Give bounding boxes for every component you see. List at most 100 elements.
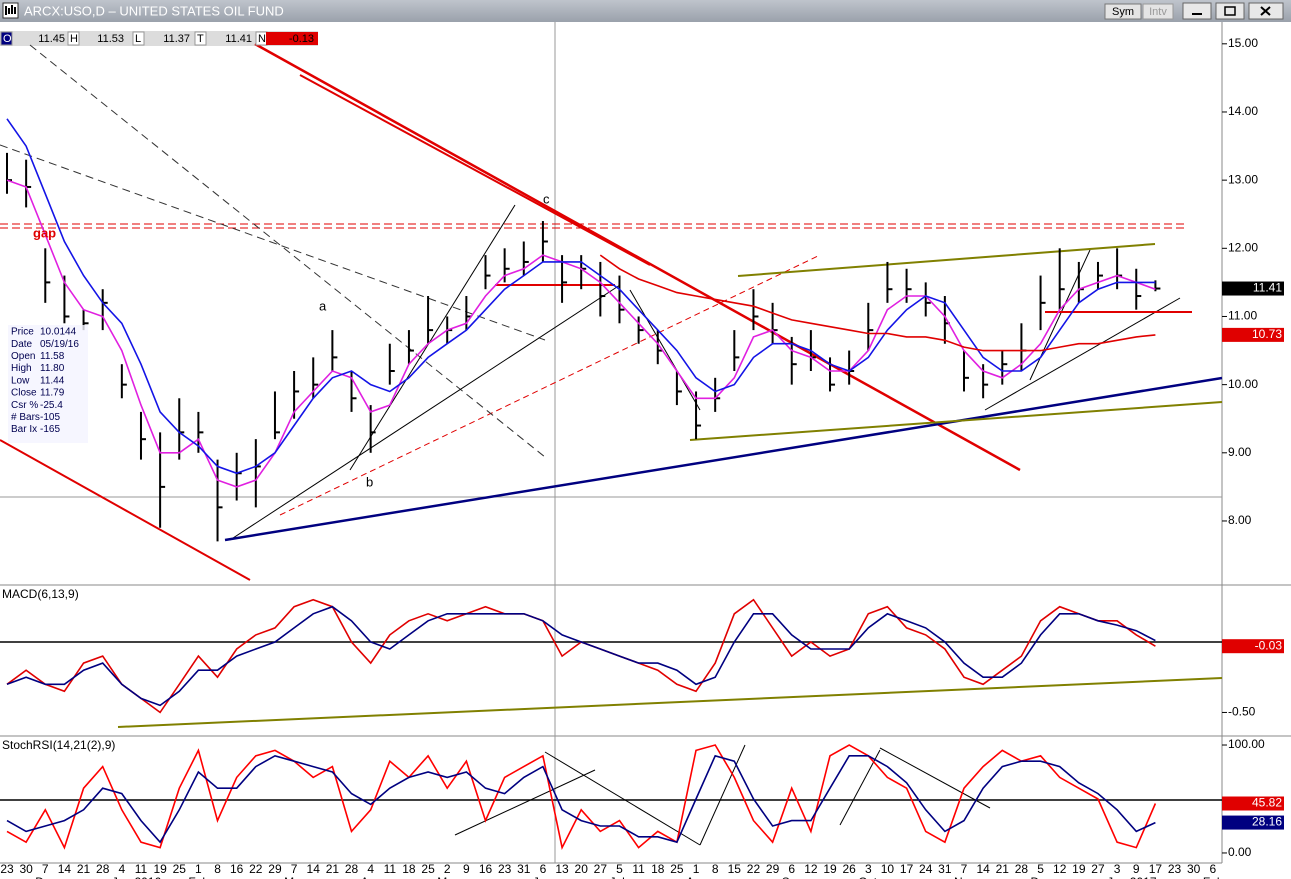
x-tick-label: 16 [230, 862, 244, 876]
x-tick-label: 29 [268, 862, 282, 876]
intv-button[interactable] [1142, 3, 1174, 20]
x-tick-label: 27 [594, 862, 608, 876]
value-box [1222, 639, 1284, 654]
info-value: 11.58 [40, 351, 65, 362]
trendline [254, 42, 1021, 472]
x-tick-label: 31 [938, 862, 952, 876]
x-tick-label: 16 [479, 862, 493, 876]
trendline [737, 243, 1156, 277]
trendline [299, 74, 651, 266]
x-month-label: Jan 2016 [112, 875, 162, 879]
maximize-button[interactable] [1215, 2, 1245, 20]
x-tick-label: 2 [444, 862, 451, 876]
x-month-label: Apr [361, 875, 380, 879]
panel-title: MACD(6,13,9) [2, 587, 79, 601]
info-label: Open [11, 351, 35, 362]
quote-value: 11.45 [38, 33, 65, 45]
quote-value: -0.13 [289, 33, 314, 45]
x-tick-label: 6 [788, 862, 795, 876]
x-tick-label: 10 [881, 862, 895, 876]
sym-button-label: Sym [1112, 6, 1134, 18]
trendline [229, 284, 621, 541]
info-value: -105 [40, 412, 60, 423]
sym-button[interactable] [1104, 3, 1142, 20]
quote-key: N [258, 33, 266, 45]
value-box-label: 28.16 [1252, 815, 1282, 829]
trendline [879, 747, 991, 809]
y-tick-label: 9.00 [1228, 445, 1252, 459]
x-tick-label: 29 [766, 862, 780, 876]
info-value: 05/19/16 [40, 339, 79, 350]
intv-button-label: Intv [1149, 6, 1167, 18]
x-tick-label: 3 [865, 862, 872, 876]
trendline [984, 297, 1181, 411]
quote-key-box [132, 31, 145, 46]
x-tick-label: 23 [1168, 862, 1182, 876]
x-tick-label: 28 [96, 862, 110, 876]
x-tick-label: 21 [77, 862, 91, 876]
quote-key: T [197, 33, 204, 45]
value-box-label: -0.03 [1255, 638, 1283, 652]
x-month-label: Nov [954, 875, 975, 879]
y-tick-label: 100.00 [1228, 737, 1265, 751]
info-label: # Bars [11, 412, 40, 423]
maximize-icon [1224, 6, 1236, 16]
x-tick-label: 4 [118, 862, 125, 876]
info-value: -25.4 [40, 400, 63, 411]
x-tick-label: 25 [670, 862, 684, 876]
info-value: 11.79 [40, 388, 65, 399]
title-bar [0, 0, 1291, 22]
x-tick-label: 11 [632, 862, 645, 876]
x-tick-label: 19 [153, 862, 167, 876]
info-value: 10.0144 [40, 327, 77, 338]
x-tick-label: 3 [1114, 862, 1121, 876]
x-tick-label: 6 [1209, 862, 1216, 876]
x-tick-label: 14 [58, 862, 72, 876]
info-label: Csr % [11, 400, 38, 411]
x-tick-label: 18 [402, 862, 416, 876]
x-tick-label: 9 [1133, 862, 1140, 876]
x-tick-label: 21 [996, 862, 1010, 876]
quote-value: 11.37 [163, 33, 190, 45]
x-tick-label: 18 [651, 862, 665, 876]
trendline [29, 44, 546, 458]
info-label: Close [11, 388, 37, 399]
quote-key: H [70, 33, 78, 45]
y-tick-label: 11.00 [1228, 309, 1257, 323]
y-tick-label: 13.00 [1228, 172, 1258, 186]
x-month-label: Oct [858, 875, 877, 879]
x-tick-label: 28 [345, 862, 359, 876]
quote-change-box [266, 32, 318, 45]
x-month-label: Jun [533, 875, 552, 879]
value-box-label: 45.82 [1252, 796, 1282, 810]
x-tick-label: 5 [616, 862, 623, 876]
x-month-label: Sep [782, 875, 804, 879]
x-tick-label: 31 [517, 862, 531, 876]
trendline [0, 439, 251, 581]
x-tick-label: 15 [728, 862, 742, 876]
x-tick-label: 11 [135, 862, 148, 876]
minimize-button[interactable] [1182, 2, 1212, 20]
x-tick-label: 24 [919, 862, 933, 876]
info-box [8, 325, 88, 443]
series-line [6, 605, 1156, 707]
x-tick-label: 9 [463, 862, 470, 876]
quote-value: 11.53 [97, 33, 124, 45]
x-tick-label: 12 [804, 862, 818, 876]
quote-key: L [135, 33, 141, 45]
x-tick-label: 5 [1037, 862, 1044, 876]
app-icon-bars [5, 5, 16, 15]
annotation: gap [33, 225, 56, 240]
x-tick-label: 30 [1187, 862, 1201, 876]
x-month-label: Dec [35, 875, 56, 879]
x-tick-label: 4 [367, 862, 374, 876]
y-tick-label: 14.00 [1228, 104, 1258, 118]
x-tick-label: 25 [421, 862, 435, 876]
x-tick-label: 19 [823, 862, 837, 876]
x-tick-label: 17 [1149, 862, 1163, 876]
y-tick-label: 15.00 [1228, 36, 1258, 50]
x-month-label: Jul [609, 875, 624, 879]
x-tick-label: 20 [575, 862, 589, 876]
x-month-label: Feb [188, 875, 209, 879]
